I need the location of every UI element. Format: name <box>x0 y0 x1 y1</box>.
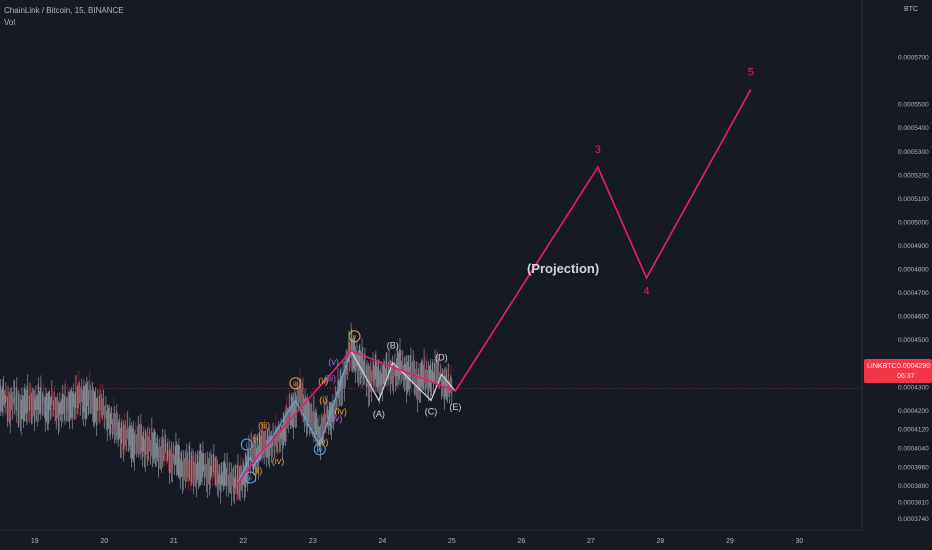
wave-label: (C) <box>425 407 438 417</box>
badge-symbol: LINKBTC <box>867 363 897 370</box>
y-tick-label: 0.0005200 <box>898 172 929 179</box>
wave-label: (i) <box>319 395 327 405</box>
x-tick-label: 30 <box>796 538 804 545</box>
y-tick-label: 0.0003960 <box>898 464 929 471</box>
y-tick-label: 0.0005300 <box>898 149 929 156</box>
wave-label: (ii) <box>252 465 262 475</box>
wave-label: (D) <box>435 352 448 362</box>
x-tick-label: 26 <box>517 538 525 545</box>
wave-label: (B) <box>387 341 399 351</box>
y-tick-label: 0.0005100 <box>898 196 929 203</box>
wave-label: v <box>353 334 357 341</box>
wave-label: (v) <box>318 437 329 447</box>
wave-label: (A) <box>373 409 385 419</box>
x-tick-label: 22 <box>239 538 247 545</box>
y-tick-label: 0.0004500 <box>898 337 929 344</box>
y-tick-label: 0.0005700 <box>898 55 929 62</box>
symbol-title: ChainLink / Bitcoin, 15, BINANCE <box>4 6 124 15</box>
y-tick-label: 0.0003880 <box>898 483 929 490</box>
wave-label: (iii) <box>324 374 336 384</box>
wave-label: iii <box>293 381 298 388</box>
wave-label: ii <box>249 476 253 483</box>
x-tick-label: 25 <box>448 538 456 545</box>
y-tick-label: 0.0004040 <box>898 446 929 453</box>
wave-label-circle <box>313 443 326 456</box>
wave-label-circle <box>289 377 302 390</box>
projection-path <box>235 89 752 486</box>
y-tick-label: 0.0003810 <box>898 500 929 507</box>
wave-label-circle <box>348 330 361 343</box>
wave-label-circle <box>244 471 257 484</box>
y-tick-label: 0.0003740 <box>898 516 929 523</box>
price-axis-unit: BTC <box>904 6 918 13</box>
y-tick-label: 0.0004800 <box>898 267 929 274</box>
wave-label: (iv) <box>272 456 285 466</box>
x-tick-label: 20 <box>100 538 108 545</box>
badge-price: 0.0004290 <box>897 363 931 370</box>
wave-label: i <box>246 443 248 450</box>
wave-path <box>350 350 456 402</box>
wave-label: 4 <box>643 285 649 297</box>
y-tick-label: 0.0005400 <box>898 125 929 132</box>
x-tick-label: 29 <box>726 538 734 545</box>
wave-label: (v) <box>332 414 343 424</box>
y-tick-label: 0.0005500 <box>898 102 929 109</box>
y-tick-label: 0.0004900 <box>898 243 929 250</box>
wave-label: 5 <box>748 66 754 78</box>
y-tick-label: 0.0004200 <box>898 408 929 415</box>
current-price-badge: LINKBTC 0.0004290 06:37 <box>864 359 932 383</box>
y-tick-label: 0.0004300 <box>898 384 929 391</box>
x-tick-label: 28 <box>657 538 665 545</box>
wave-label: iv <box>317 447 323 454</box>
chart-legend: ChainLink / Bitcoin, 15, BINANCE Vol <box>4 5 124 29</box>
volume-indicator-label[interactable]: Vol <box>4 18 16 27</box>
y-tick-label: 0.0004700 <box>898 290 929 297</box>
x-tick-label: 24 <box>378 538 386 545</box>
y-tick-label: 0.0004600 <box>898 314 929 321</box>
projection-label: (Projection) <box>527 261 599 276</box>
wave-label: 3 <box>595 144 601 156</box>
x-tick-label: 19 <box>31 538 39 545</box>
wave-label: (i) <box>253 432 261 442</box>
wave-path <box>235 350 352 486</box>
x-tick-label: 27 <box>587 538 595 545</box>
wave-label-circle <box>240 438 253 451</box>
y-tick-label: 0.0005000 <box>898 219 929 226</box>
y-tick-label: 0.0004120 <box>898 427 929 434</box>
wave-label: (iii) <box>258 421 270 431</box>
wave-label: (E) <box>449 402 461 412</box>
wave-label: (v) <box>328 357 339 367</box>
wave-label: (iv) <box>334 407 347 417</box>
x-tick-label: 21 <box>170 538 178 545</box>
wave-label: (ii) <box>318 376 328 386</box>
x-tick-label: 23 <box>309 538 317 545</box>
badge-countdown: 06:37 <box>897 373 915 380</box>
